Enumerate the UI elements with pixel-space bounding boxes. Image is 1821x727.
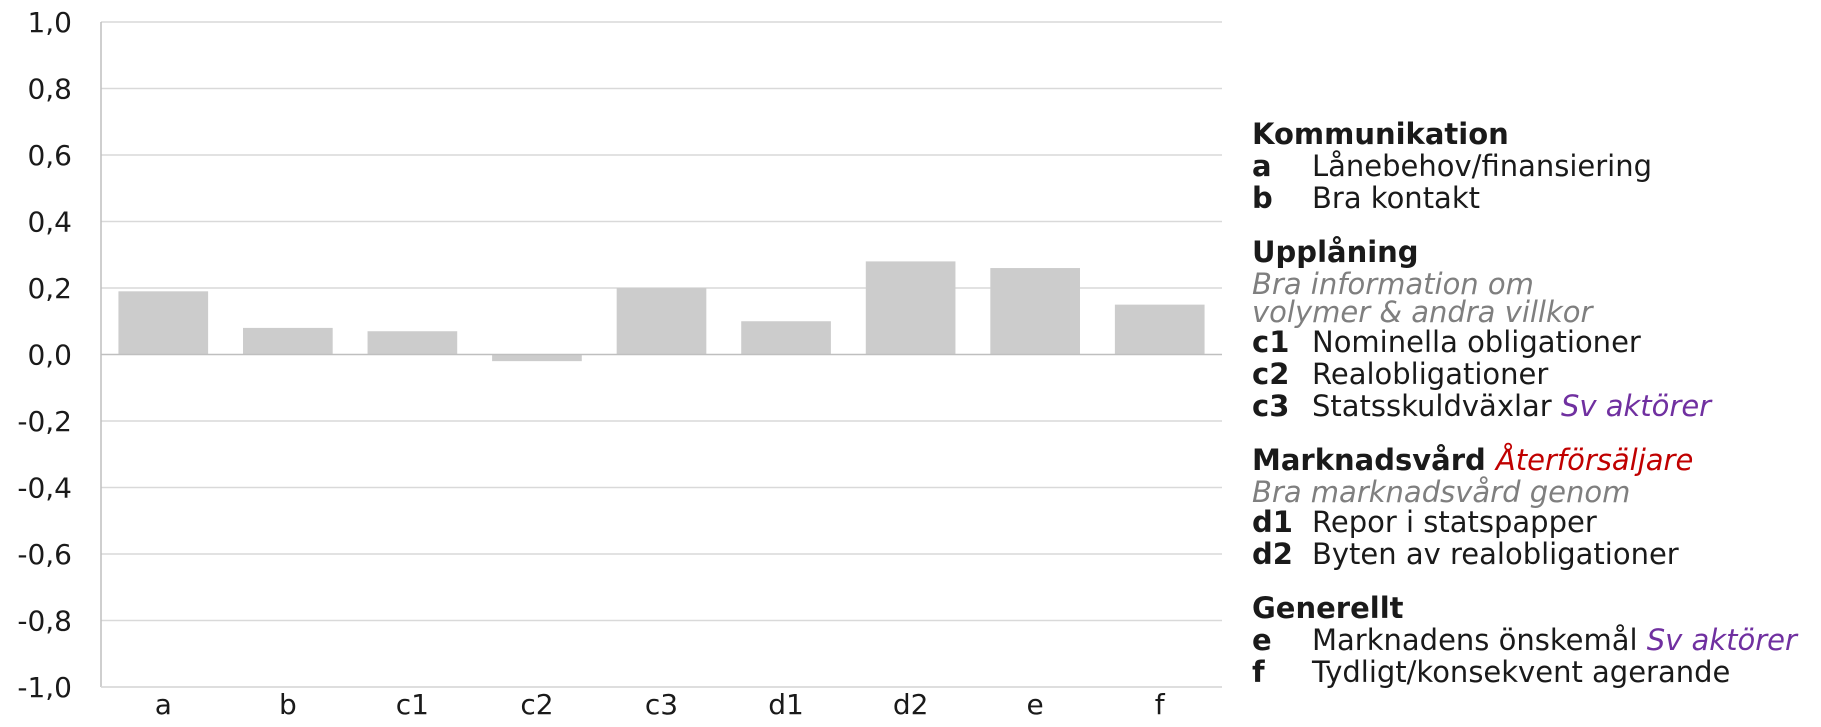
legend-item-label: Marknadens önskemål <box>1312 623 1638 657</box>
y-tick-label: 0,0 <box>27 339 72 372</box>
y-tick-label: 0,2 <box>27 272 72 305</box>
legend-group-title-text: Generellt <box>1252 591 1404 625</box>
legend-item-label: Statsskuldväxlar <box>1312 389 1552 423</box>
legend-item-label: Repor i statspapper <box>1312 505 1597 539</box>
legend-group: Generellt e Marknadens önskemål Sv aktörer… <box>1252 592 1812 688</box>
bar-chart: 1,0 0,8 0,6 0,4 0,2 0,0 -0,2 -0,4 -0,6 -0,8 -1,0 a… <box>17 6 1222 721</box>
legend-item: d2 Byten av realobligationer <box>1252 538 1812 570</box>
y-tick-label: -0,4 <box>17 472 72 505</box>
x-tick-label: d2 <box>893 688 929 721</box>
y-tick-label: -0,6 <box>17 538 72 571</box>
legend-item-accent: Sv aktörer <box>1646 623 1797 657</box>
legend-item-key: f <box>1252 655 1265 689</box>
legend-item-label: Realobligationer <box>1312 357 1549 391</box>
y-tick-label: -1,0 <box>17 671 72 704</box>
legend-item: b Bra kontakt <box>1252 182 1812 214</box>
legend-group-title-text: Marknadsvård <box>1252 443 1486 477</box>
bar <box>242 327 333 355</box>
legend-item: c3 Statsskuldväxlar Sv aktörer <box>1252 390 1812 422</box>
legend-item: c2 Realobligationer <box>1252 358 1812 390</box>
legend-item: e Marknadens önskemål Sv aktörer <box>1252 624 1812 656</box>
x-tick-label: d1 <box>768 688 804 721</box>
x-tick-label: c3 <box>645 688 678 721</box>
legend-title-accent: Återförsäljare <box>1495 443 1694 477</box>
bar <box>492 354 582 362</box>
legend-group-title: Generellt <box>1252 592 1812 624</box>
legend-item-label: Bra kontakt <box>1312 181 1480 215</box>
legend-group-title-text: Upplåning <box>1252 235 1419 269</box>
x-tick-label: a <box>155 688 172 721</box>
legend-group: Kommunikation a Lånebehov/finansiering b Bra… <box>1252 118 1812 214</box>
x-tick-label: b <box>279 688 297 721</box>
legend-item-key: b <box>1252 181 1273 215</box>
legend-item-label: Lånebehov/finansiering <box>1312 149 1653 183</box>
bar <box>741 321 831 355</box>
legend-item: a Lånebehov/finansiering <box>1252 150 1812 182</box>
y-tick-label: 0,8 <box>27 73 72 106</box>
y-tick-label: 0,6 <box>27 139 72 172</box>
legend: Kommunikation a Lånebehov/finansiering b Bra… <box>1252 118 1812 710</box>
legend-note: Bra information om volymer & andra villk… <box>1252 267 1593 329</box>
axes <box>100 22 1222 688</box>
y-tick-labels: 1,0 0,8 0,6 0,4 0,2 0,0 -0,2 -0,4 -0,6 -0,8 -1,0 <box>17 6 72 704</box>
legend-group: Marknadsvård Återförsäljare Bra marknadsv… <box>1252 444 1812 570</box>
bars <box>118 261 1205 362</box>
legend-item: d1 Repor i statspapper <box>1252 506 1812 538</box>
legend-item-label: Byten av realobligationer <box>1312 537 1679 571</box>
legend-group-title: Kommunikation <box>1252 118 1812 150</box>
legend-group-title: Marknadsvård Återförsäljare <box>1252 444 1812 476</box>
legend-group-title-text: Kommunikation <box>1252 117 1509 151</box>
legend-item-key: a <box>1252 149 1272 183</box>
bar <box>865 261 956 355</box>
legend-group-title: Upplåning <box>1252 236 1812 268</box>
legend-item-key: e <box>1252 623 1272 657</box>
legend-item-accent: Sv aktörer <box>1560 389 1712 423</box>
bar <box>1114 304 1205 355</box>
x-tick-label: f <box>1155 688 1166 721</box>
legend-item-label: Nominella obligationer <box>1312 325 1641 359</box>
x-tick-labels: a b c1 c2 c3 d1 d2 e f <box>155 688 1166 721</box>
y-tick-label: -0,2 <box>17 405 72 438</box>
y-tick-label: 1,0 <box>27 6 72 39</box>
legend-item-label: Tydligt/konsekvent agerande <box>1312 655 1731 689</box>
legend-note: Bra marknadsvård genom <box>1252 475 1631 509</box>
legend-item-key: c2 <box>1252 357 1290 391</box>
bar <box>616 288 707 355</box>
x-tick-label: e <box>1027 688 1044 721</box>
legend-item: c1 Nominella obligationer <box>1252 326 1812 358</box>
legend-item-key: c3 <box>1252 389 1290 423</box>
x-tick-label: c1 <box>396 688 429 721</box>
legend-item: f Tydligt/konsekvent agerande <box>1252 656 1812 688</box>
legend-item-key: d1 <box>1252 505 1293 539</box>
bar <box>990 268 1081 355</box>
y-tick-label: -0,8 <box>17 605 72 638</box>
bar <box>367 331 458 355</box>
x-tick-label: c2 <box>520 688 553 721</box>
legend-item-key: c1 <box>1252 325 1290 359</box>
legend-group: Upplåning Bra information om volymer & an… <box>1252 236 1812 422</box>
y-tick-label: 0,4 <box>27 206 72 239</box>
legend-item-key: d2 <box>1252 537 1293 571</box>
bar <box>118 291 209 355</box>
